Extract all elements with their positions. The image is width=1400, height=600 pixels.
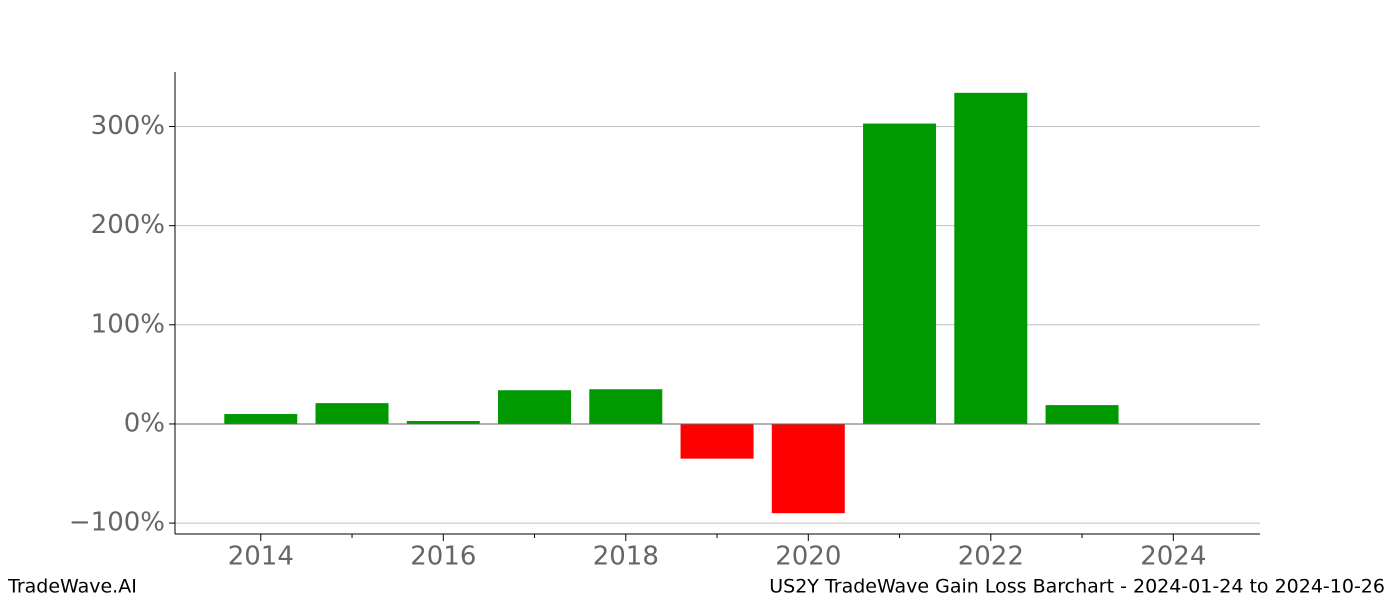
y-tick-label: 200% bbox=[91, 210, 165, 240]
bar bbox=[680, 423, 754, 459]
x-tick-label: 2018 bbox=[593, 542, 659, 572]
brand: TradeWave.AI bbox=[7, 576, 137, 598]
bar bbox=[406, 420, 480, 424]
bar bbox=[224, 414, 298, 424]
x-tick-label: 2016 bbox=[410, 542, 476, 572]
x-tick-label: 2020 bbox=[775, 542, 841, 572]
x-tick-label: 2024 bbox=[1140, 542, 1206, 572]
bar bbox=[315, 403, 389, 424]
bar bbox=[589, 389, 663, 424]
bar bbox=[498, 390, 572, 424]
bar bbox=[863, 123, 937, 424]
chart-title: US2Y TradeWave Gain Loss Barchart - 2024… bbox=[769, 576, 1385, 598]
y-tick-label: 100% bbox=[91, 309, 165, 339]
y-tick-label: 300% bbox=[91, 111, 165, 141]
x-tick-label: 2014 bbox=[228, 542, 294, 572]
y-tick-label: 0% bbox=[124, 408, 165, 438]
bar bbox=[771, 423, 845, 514]
bar bbox=[1045, 405, 1119, 424]
y-tick-label: −100% bbox=[69, 508, 165, 538]
x-tick-label: 2022 bbox=[958, 542, 1024, 572]
bar bbox=[954, 92, 1028, 424]
